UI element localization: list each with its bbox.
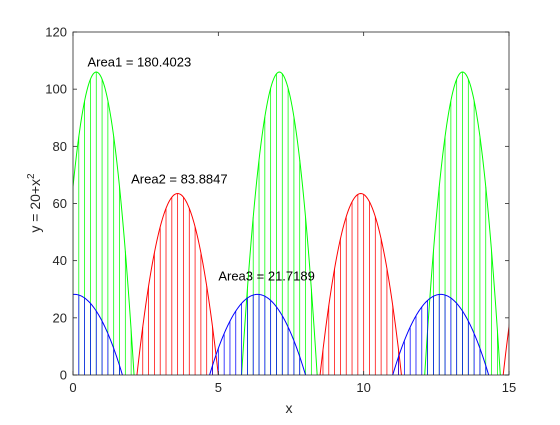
x-tick-label: 0 <box>69 380 76 395</box>
x-tick-label: 10 <box>356 380 370 395</box>
curve <box>209 293 307 375</box>
y-axis-label-base: y = 20+x <box>27 179 43 233</box>
series-2-hump-1 <box>136 192 219 375</box>
y-tick-label: 20 <box>53 310 67 325</box>
curve <box>73 293 123 375</box>
y-tick-label: 80 <box>53 139 67 154</box>
curve <box>136 192 219 375</box>
annotations-layer: Area1 = 180.4023 Area2 = 83.8847 Area3 = 2… <box>88 54 315 283</box>
curve <box>319 192 402 375</box>
axes-background <box>73 32 509 375</box>
x-tick-label: 15 <box>502 380 516 395</box>
ticks-layer: 0 5 10 15 0 20 40 60 80 100 120 <box>45 25 516 396</box>
y-axis-label: y = 20+x2 <box>26 173 43 233</box>
x-axis-label: x <box>286 400 293 416</box>
curve <box>392 293 490 375</box>
y-tick-label: 60 <box>53 196 67 211</box>
y-tick-label: 40 <box>53 253 67 268</box>
y-tick-label: 100 <box>45 82 67 97</box>
curve <box>73 71 135 375</box>
y-tick-label: 120 <box>45 25 67 40</box>
curve <box>424 71 501 375</box>
series-layer <box>73 71 509 375</box>
annotation-2: Area2 = 83.8847 <box>131 171 228 186</box>
curve <box>241 71 318 375</box>
series-3 <box>73 293 490 375</box>
series-3-hump-1 <box>73 293 123 375</box>
x-tick-label: 5 <box>215 380 222 395</box>
annotation-3: Area3 = 21.7189 <box>218 269 315 284</box>
series-2-hump-2 <box>319 192 402 375</box>
series-3-hump-3 <box>392 293 490 375</box>
annotation-1: Area1 = 180.4023 <box>88 54 192 69</box>
y-tick-label: 0 <box>60 368 67 383</box>
y-axis-label-superscript: 2 <box>26 173 37 179</box>
series-2 <box>136 192 509 375</box>
series-3-hump-2 <box>209 293 307 375</box>
